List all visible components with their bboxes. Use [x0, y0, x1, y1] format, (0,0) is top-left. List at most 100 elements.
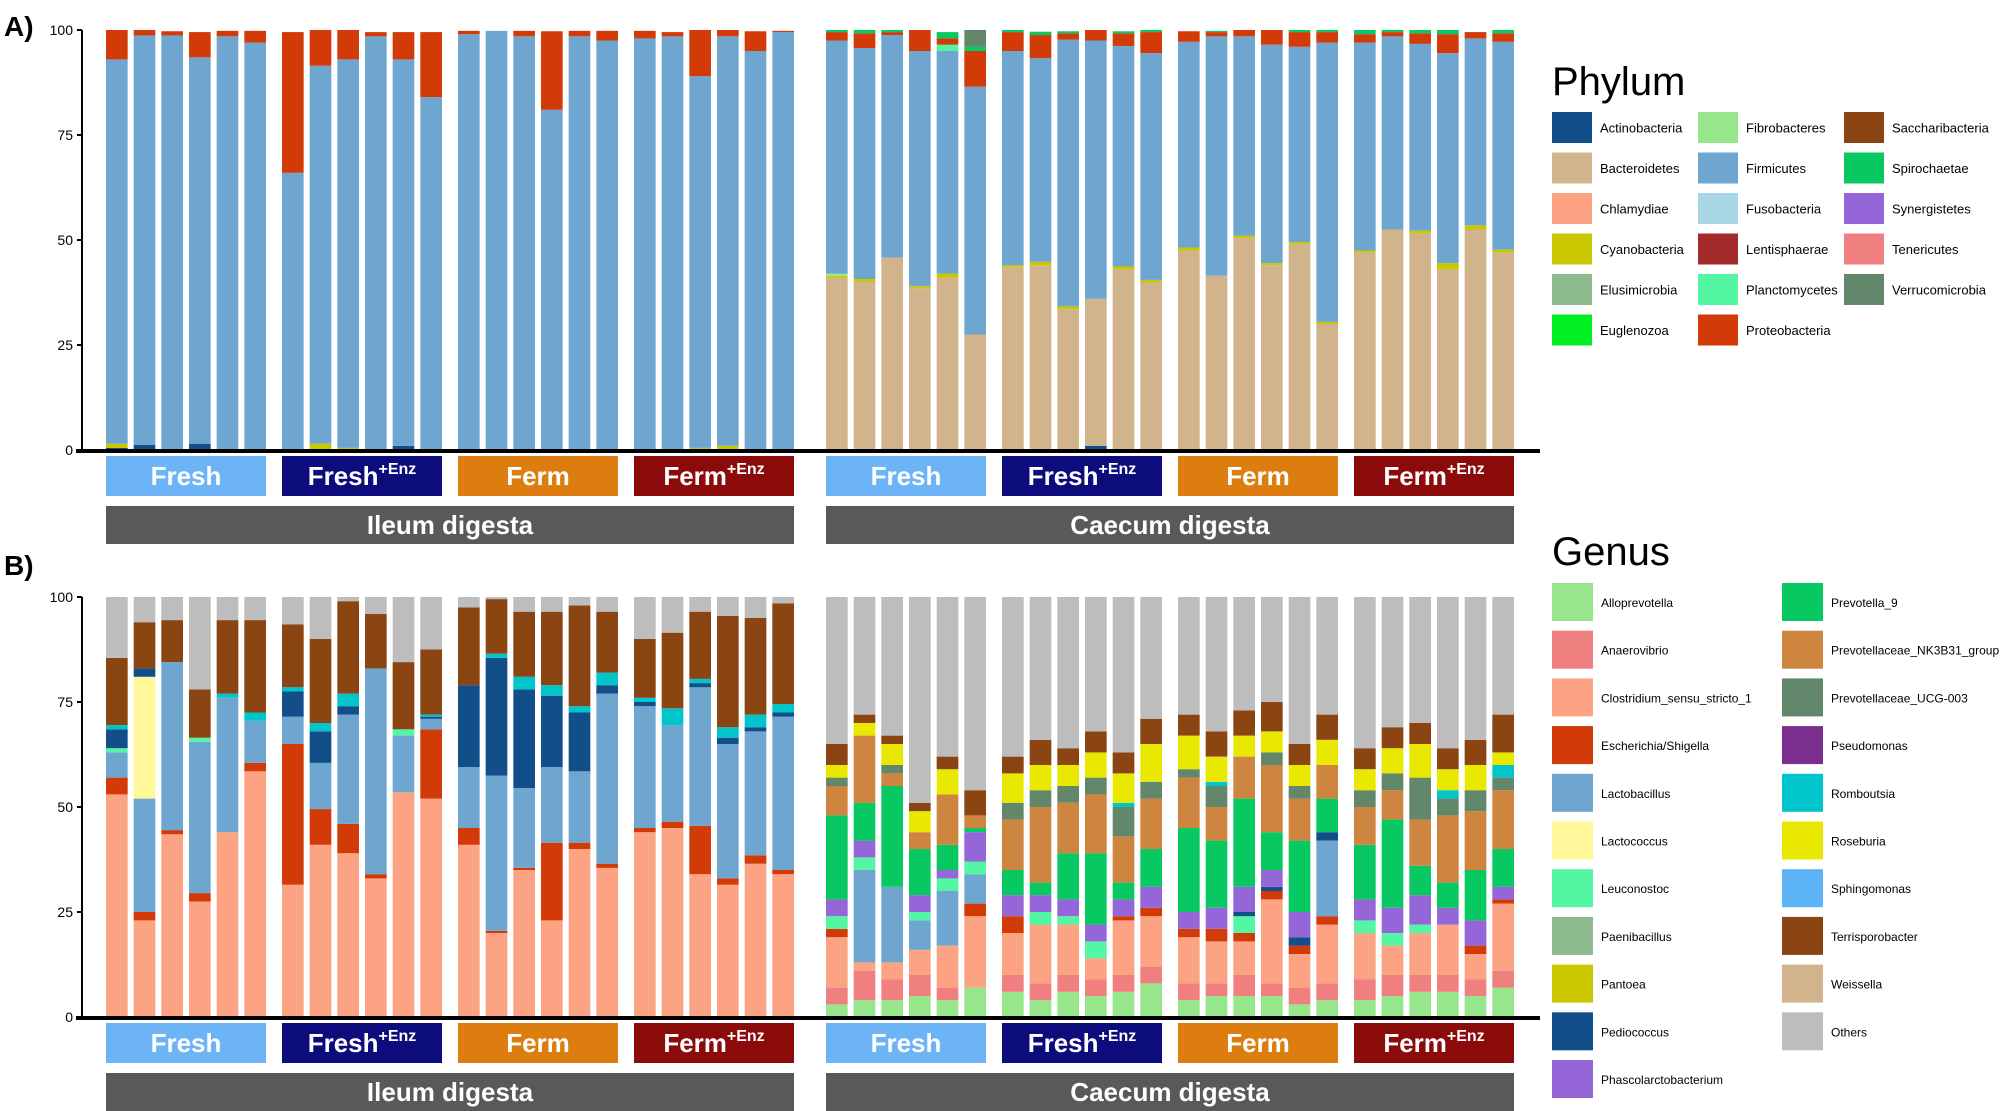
- bar-segment-leuconostoc: [189, 737, 211, 742]
- bar-segment-bacteroidetes: [1029, 265, 1052, 450]
- bar-segment-clostridium-sensu-stricto-1: [1492, 903, 1514, 971]
- treatment-text: Ferm: [1226, 461, 1290, 491]
- treatment-name: Fresh: [871, 1028, 942, 1058]
- bar-segment-alloprevotella: [964, 987, 986, 1017]
- treatment-text: Ferm: [1226, 1028, 1290, 1058]
- bar-segment-firmicutes: [420, 97, 442, 450]
- treatment-text: Fresh: [871, 1028, 942, 1058]
- bar-segment-others: [1381, 597, 1404, 728]
- legend-item-sphingomonas: Sphingomonas: [1782, 869, 1911, 908]
- bar-segment-escherichia-shigella: [161, 830, 183, 835]
- bar-segment-phascolarctobacterium: [1288, 912, 1311, 938]
- legend-swatch: [1552, 314, 1592, 346]
- legend-swatch: [1782, 726, 1823, 765]
- bar-segment-clostridium-sensu-stricto-1: [689, 874, 711, 1017]
- bar-segment-prevotella-9: [1029, 882, 1052, 896]
- bar-segment-romboutsia: [772, 704, 794, 713]
- treatment-label-fresh-enz: Fresh+Enz: [282, 456, 442, 496]
- treatment-name: Fresh: [1028, 1028, 1099, 1058]
- bar-segment-prevotella-9: [1464, 870, 1487, 921]
- treatment-label-ferm: Ferm: [458, 456, 618, 496]
- bar-segment-bacteroidetes: [1492, 252, 1514, 450]
- bar-segment-phascolarctobacterium: [1205, 907, 1228, 929]
- bar-segment-proteobacteria: [1205, 32, 1228, 37]
- bar-segment-proteobacteria: [1261, 30, 1283, 45]
- bar-segment-prevotellaceae-nk3b31-group: [1492, 790, 1514, 849]
- bar-segment-proteobacteria: [1464, 32, 1487, 39]
- bar-segment-proteobacteria: [826, 32, 848, 41]
- bar-segment-clostridium-sensu-stricto-1: [1057, 924, 1079, 975]
- legend-label: Paenibacillus: [1601, 930, 1672, 944]
- legend-label: Firmicutes: [1746, 161, 1806, 176]
- bar-segment-firmicutes: [964, 86, 986, 335]
- bar-segment-lactobacillus: [909, 920, 931, 950]
- bar-segment-others: [1492, 597, 1514, 715]
- bar-segment-others: [309, 597, 332, 639]
- bar-segment-terrisporobacter: [458, 607, 480, 686]
- y-tick-label: 75: [57, 127, 73, 143]
- bar-segment-proteobacteria: [392, 32, 415, 60]
- bar-segment-pediococcus: [744, 727, 767, 732]
- bar-segment-alloprevotella: [1085, 996, 1107, 1017]
- bar-group-caecum-digesta-fresh-enz: [1002, 597, 1162, 1017]
- bar-segment-clostridium-sensu-stricto-1: [1464, 954, 1487, 980]
- bar-segment-prevotellaceae-ucg-003: [1002, 802, 1024, 820]
- bar-segment-roseburia: [1140, 744, 1162, 782]
- enz-superscript: +Enz: [1099, 1028, 1137, 1045]
- bar-segment-escherichia-shigella: [1261, 891, 1283, 900]
- bar-segment-romboutsia: [106, 725, 128, 730]
- bar-segment-phascolarctobacterium: [1002, 895, 1024, 917]
- bar-segment-terrisporobacter: [244, 620, 266, 713]
- legend-swatch: [1552, 869, 1593, 908]
- legend-swatch: [1698, 274, 1738, 305]
- bar-segment-terrisporobacter: [541, 611, 563, 686]
- legend-label: Phascolarctobacterium: [1601, 1073, 1723, 1087]
- treatment-text: Fresh: [151, 1028, 222, 1058]
- bar-segment-bacteroidetes: [1085, 298, 1107, 446]
- treatment-box: [634, 1023, 794, 1063]
- bar-segment-clostridium-sensu-stricto-1: [568, 849, 591, 1017]
- legend-item-weissella: Weissella: [1782, 964, 1882, 1003]
- bar-segment-firmicutes: [689, 76, 711, 448]
- legend-label: Others: [1831, 1025, 1867, 1039]
- bar-segment-cyanobacteria: [1409, 230, 1431, 234]
- bar-segment-proteobacteria: [1002, 32, 1024, 51]
- bar-segment-prevotella-9: [1233, 798, 1255, 887]
- bar-segment-cyanobacteria: [909, 286, 931, 289]
- treatment-box: [282, 1023, 442, 1063]
- site-label-caecum-digesta: Caecum digesta: [826, 1073, 1514, 1111]
- bar-segment-terrisporobacter: [420, 649, 442, 715]
- bar-segment-terrisporobacter: [309, 639, 332, 723]
- legend-swatch: [1844, 193, 1884, 224]
- bar-segment-prevotella-9: [1205, 840, 1228, 908]
- bar-segment-proteobacteria: [1316, 32, 1338, 43]
- bar-segment-clostridium-sensu-stricto-1: [1288, 954, 1311, 988]
- bar-segment-terrisporobacter: [568, 605, 591, 707]
- legend-swatch: [1782, 916, 1823, 955]
- treatment-box: [282, 456, 442, 496]
- bar-segment-clostridium-sensu-stricto-1: [133, 920, 156, 1017]
- treatment-label-ferm-enz: Ferm+Enz: [634, 456, 794, 496]
- bar-segment-firmicutes: [1205, 36, 1228, 276]
- bar-segment-firmicutes: [1409, 43, 1431, 231]
- legend-label: Weissella: [1831, 978, 1882, 992]
- bar-segment-proteobacteria: [568, 30, 591, 37]
- treatment-name: Ferm: [1226, 461, 1290, 491]
- legend-item-roseburia: Roseburia: [1782, 821, 1886, 860]
- legend-label: Pantoea: [1601, 978, 1646, 992]
- bar-segment-escherichia-shigella: [485, 930, 508, 933]
- legend-item-alloprevotella: Alloprevotella: [1552, 583, 1673, 621]
- bar-segment-roseburia: [1316, 739, 1338, 765]
- bar-segment-clostridium-sensu-stricto-1: [1381, 945, 1404, 975]
- bar-segment-firmicutes: [661, 36, 684, 451]
- bar-segment-proteobacteria: [337, 30, 359, 60]
- y-tick-label: 25: [57, 337, 73, 353]
- bar-segment-escherichia-shigella: [717, 878, 739, 885]
- bar-segment-cyanobacteria: [1002, 265, 1024, 268]
- bar-segment-terrisporobacter: [133, 622, 156, 669]
- bar-segment-proteobacteria: [909, 30, 931, 51]
- bar-segment-actinobacteria: [1085, 445, 1107, 450]
- bar-segment-clostridium-sensu-stricto-1: [1112, 920, 1135, 975]
- bar-segment-firmicutes: [309, 65, 332, 444]
- bar-segment-prevotellaceae-nk3b31-group: [909, 832, 931, 849]
